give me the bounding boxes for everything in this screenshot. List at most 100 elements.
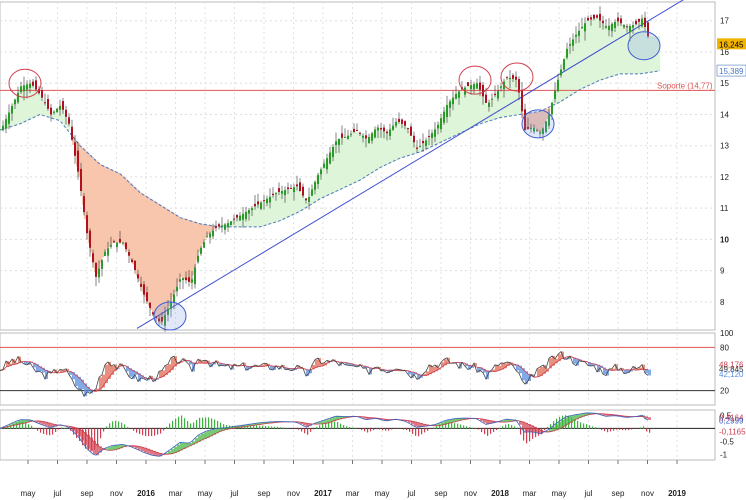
macd-fill <box>141 446 144 452</box>
macd-fill <box>588 412 591 415</box>
rsi-fill <box>633 366 636 370</box>
candle-body <box>392 125 394 130</box>
price-ma-fill <box>244 212 247 227</box>
price-ma-fill <box>146 196 149 302</box>
macd-histogram-bar <box>127 427 129 429</box>
macd-histogram-bar <box>448 422 450 429</box>
candle-body <box>494 93 496 96</box>
price-ma-fill <box>346 136 349 187</box>
rsi-fill <box>315 359 318 368</box>
candle-body <box>95 262 97 277</box>
candle-body <box>20 86 22 93</box>
candle-body <box>218 224 220 227</box>
macd-fill <box>114 445 117 450</box>
rsi-fill <box>501 362 504 370</box>
candle-body <box>620 18 622 24</box>
macd-fill <box>168 451 171 455</box>
macd-axis-tick: -0.5 <box>720 438 734 447</box>
price-ma-fill <box>530 112 533 128</box>
macd-histogram-bar <box>382 428 384 431</box>
rsi-fill <box>591 363 594 366</box>
macd-fill <box>645 416 648 419</box>
candle-body <box>182 278 184 281</box>
price-ma-fill <box>646 36 649 73</box>
price-ma-fill <box>208 225 211 235</box>
rsi-fill <box>609 368 612 371</box>
macd-fill <box>336 416 339 421</box>
price-ma-fill <box>500 86 503 118</box>
price-ma-fill <box>140 192 143 287</box>
rsi-value-label: 49,845 <box>719 365 744 374</box>
macd-fill <box>546 430 549 432</box>
macd-histogram-bar <box>562 415 564 429</box>
macd-fill <box>552 426 555 432</box>
candle-body <box>374 129 376 138</box>
rsi-fill <box>309 370 312 374</box>
price-ma-fill <box>148 197 151 306</box>
macd-fill <box>51 423 54 428</box>
price-ma-fill <box>126 179 129 252</box>
candle-body <box>335 141 337 146</box>
macd-fill <box>171 449 174 454</box>
rsi-fill <box>270 365 273 370</box>
macd-histogram-bar <box>553 421 555 429</box>
macd-fill <box>492 420 495 424</box>
price-ma-fill <box>414 144 417 154</box>
rsi-fill <box>84 383 87 397</box>
price-ma-fill <box>556 83 559 104</box>
candle-body <box>167 308 169 316</box>
macd-histogram-bar <box>37 428 39 431</box>
price-ma-fill <box>154 201 157 317</box>
price-ma-fill <box>448 102 451 139</box>
rsi-fill <box>648 369 651 376</box>
rsi-fill <box>261 364 264 367</box>
candle-body <box>455 93 457 99</box>
macd-fill <box>423 423 426 427</box>
candle-body <box>605 26 607 28</box>
rsi-fill <box>135 371 138 375</box>
macd-histogram-bar <box>451 422 453 429</box>
trendline <box>136 0 684 329</box>
rsi-fill <box>69 371 72 375</box>
price-ma-fill <box>408 131 411 156</box>
price-ma-fill <box>156 202 159 320</box>
price-ma-fill <box>590 19 593 85</box>
price-ma-fill <box>370 134 373 174</box>
macd-histogram-bar <box>337 422 339 429</box>
macd-histogram-bar <box>52 428 54 435</box>
candle-body <box>479 82 481 90</box>
macd-histogram-bar <box>334 421 336 429</box>
x-axis-tick: 2019 <box>668 489 686 498</box>
macd-histogram-bar <box>4 427 6 429</box>
price-ma-fill <box>358 131 361 181</box>
macd-histogram-bar <box>133 428 135 431</box>
rsi-fill <box>90 389 93 394</box>
rsi-fill <box>513 363 516 366</box>
candle-body <box>188 277 190 282</box>
price-ma-fill <box>338 138 341 191</box>
candle-body <box>311 189 313 196</box>
candle-body <box>428 135 430 137</box>
macd-histogram-bar <box>583 423 585 429</box>
macd-histogram-bar <box>622 428 624 431</box>
macd-histogram-bar <box>514 426 516 429</box>
price-ma-fill <box>40 95 43 115</box>
candle-body <box>515 76 517 80</box>
price-ma-fill <box>114 170 117 243</box>
candle-body <box>476 83 478 89</box>
candle-body <box>137 274 139 279</box>
candle-body <box>395 121 397 126</box>
price-ma-fill <box>610 24 613 77</box>
candle-body <box>227 223 229 228</box>
rsi-fill <box>549 358 552 369</box>
price-ma-fill <box>390 128 393 163</box>
price-ma-fill <box>90 155 93 253</box>
candle-body <box>143 284 145 295</box>
price-ma-fill <box>418 146 421 153</box>
price-ma-fill <box>122 175 125 243</box>
macd-histogram-bar <box>496 428 498 431</box>
rsi-fill <box>576 358 579 366</box>
rsi-fill <box>558 354 561 362</box>
x-axis-tick: jul <box>229 489 238 498</box>
rsi-fill <box>159 371 162 378</box>
